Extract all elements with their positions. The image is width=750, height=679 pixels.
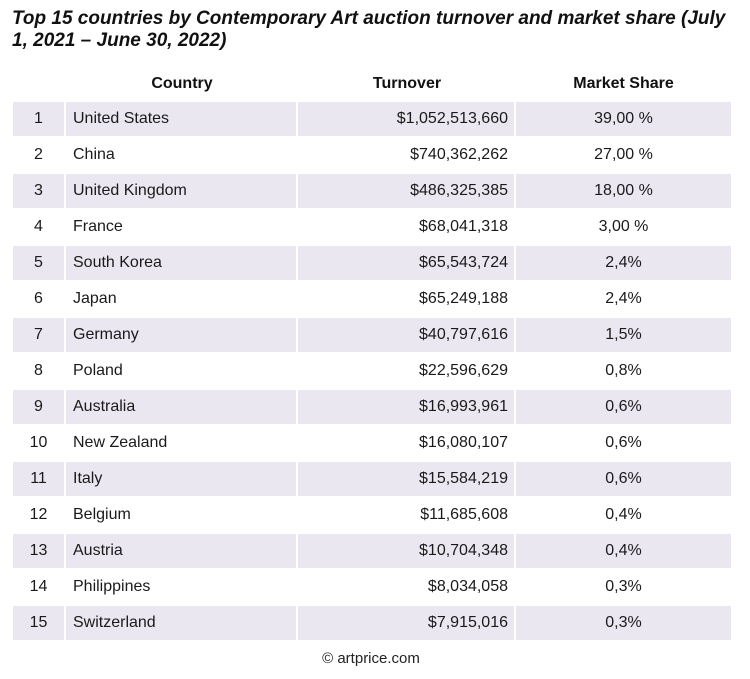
table-row: 10 New Zealand $16,080,107 0,6% bbox=[13, 426, 731, 462]
country-cell: Philippines bbox=[66, 570, 298, 606]
table-row: 13 Austria $10,704,348 0,4% bbox=[13, 534, 731, 570]
copyright-footer: © artprice.com bbox=[322, 650, 420, 667]
turnover-cell: $16,993,961 bbox=[298, 390, 516, 426]
rank-cell: 9 bbox=[13, 390, 66, 426]
country-cell: Austria bbox=[66, 534, 298, 570]
market-share-cell: 0,4% bbox=[516, 498, 731, 534]
rank-cell: 15 bbox=[13, 606, 66, 642]
rank-cell: 12 bbox=[13, 498, 66, 534]
table-row: 5 South Korea $65,543,724 2,4% bbox=[13, 246, 731, 282]
rank-cell: 11 bbox=[13, 462, 66, 498]
table-row: 9 Australia $16,993,961 0,6% bbox=[13, 390, 731, 426]
market-share-cell: 0,6% bbox=[516, 390, 731, 426]
market-share-cell: 27,00 % bbox=[516, 138, 731, 174]
table-row: 8 Poland $22,596,629 0,8% bbox=[13, 354, 731, 390]
countries-table: Country Turnover Market Share 1 United St… bbox=[13, 66, 731, 642]
turnover-cell: $1,052,513,660 bbox=[298, 102, 516, 138]
turnover-column-header: Turnover bbox=[372, 75, 442, 92]
turnover-cell: $65,249,188 bbox=[298, 282, 516, 318]
turnover-cell: $68,041,318 bbox=[298, 210, 516, 246]
turnover-cell: $7,915,016 bbox=[298, 606, 516, 642]
turnover-cell: $8,034,058 bbox=[298, 570, 516, 606]
table-row: 12 Belgium $11,685,608 0,4% bbox=[13, 498, 731, 534]
rank-cell: 4 bbox=[13, 210, 66, 246]
turnover-cell: $10,704,348 bbox=[298, 534, 516, 570]
table-body: 1 United States $1,052,513,660 39,00 % 2 Chin… bbox=[13, 102, 731, 642]
country-cell: United Kingdom bbox=[66, 174, 298, 210]
turnover-cell: $16,080,107 bbox=[298, 426, 516, 462]
table-row: 11 Italy $15,584,219 0,6% bbox=[13, 462, 731, 498]
market-share-cell: 0,4% bbox=[516, 534, 731, 570]
table-row: 4 France $68,041,318 3,00 % bbox=[13, 210, 731, 246]
country-cell: Australia bbox=[66, 390, 298, 426]
table-row: 14 Philippines $8,034,058 0,3% bbox=[13, 570, 731, 606]
table-row: 3 United Kingdom $486,325,385 18,00 % bbox=[13, 174, 731, 210]
country-cell: New Zealand bbox=[66, 426, 298, 462]
market-share-cell: 0,3% bbox=[516, 570, 731, 606]
market-share-cell: 2,4% bbox=[516, 246, 731, 282]
turnover-cell: $486,325,385 bbox=[298, 174, 516, 210]
country-cell: France bbox=[66, 210, 298, 246]
turnover-cell: $740,362,262 bbox=[298, 138, 516, 174]
market-share-cell: 0,6% bbox=[516, 462, 731, 498]
market-share-cell: 2,4% bbox=[516, 282, 731, 318]
market-share-cell: 18,00 % bbox=[516, 174, 731, 210]
table-row: 6 Japan $65,249,188 2,4% bbox=[13, 282, 731, 318]
country-cell: Japan bbox=[66, 282, 298, 318]
table-row: 2 China $740,362,262 27,00 % bbox=[13, 138, 731, 174]
country-cell: United States bbox=[66, 102, 298, 138]
country-cell: Germany bbox=[66, 318, 298, 354]
turnover-cell: $11,685,608 bbox=[298, 498, 516, 534]
market-share-cell: 39,00 % bbox=[516, 102, 731, 138]
market-share-cell: 1,5% bbox=[516, 318, 731, 354]
turnover-cell: $40,797,616 bbox=[298, 318, 516, 354]
chart-title: Top 15 countries by Contemporary Art auc… bbox=[12, 8, 726, 51]
rank-cell: 14 bbox=[13, 570, 66, 606]
country-cell: China bbox=[66, 138, 298, 174]
market-share-cell: 0,3% bbox=[516, 606, 731, 642]
country-cell: Poland bbox=[66, 354, 298, 390]
country-cell: South Korea bbox=[66, 246, 298, 282]
market-share-cell: 0,6% bbox=[516, 426, 731, 462]
table-header-row: Country Turnover Market Share bbox=[13, 66, 731, 102]
market-share-cell: 0,8% bbox=[516, 354, 731, 390]
country-column-header: Country bbox=[151, 75, 213, 92]
table-row: 15 Switzerland $7,915,016 0,3% bbox=[13, 606, 731, 642]
rank-cell: 10 bbox=[13, 426, 66, 462]
rank-cell: 2 bbox=[13, 138, 66, 174]
country-cell: Italy bbox=[66, 462, 298, 498]
turnover-cell: $22,596,629 bbox=[298, 354, 516, 390]
rank-cell: 13 bbox=[13, 534, 66, 570]
rank-column-header bbox=[13, 66, 66, 102]
market-share-column-header: Market Share bbox=[573, 75, 674, 92]
country-cell: Switzerland bbox=[66, 606, 298, 642]
table-row: 7 Germany $40,797,616 1,5% bbox=[13, 318, 731, 354]
rank-cell: 3 bbox=[13, 174, 66, 210]
rank-cell: 7 bbox=[13, 318, 66, 354]
turnover-cell: $15,584,219 bbox=[298, 462, 516, 498]
rank-cell: 6 bbox=[13, 282, 66, 318]
country-cell: Belgium bbox=[66, 498, 298, 534]
table-row: 1 United States $1,052,513,660 39,00 % bbox=[13, 102, 731, 138]
rank-cell: 1 bbox=[13, 102, 66, 138]
market-share-cell: 3,00 % bbox=[516, 210, 731, 246]
turnover-cell: $65,543,724 bbox=[298, 246, 516, 282]
rank-cell: 8 bbox=[13, 354, 66, 390]
rank-cell: 5 bbox=[13, 246, 66, 282]
